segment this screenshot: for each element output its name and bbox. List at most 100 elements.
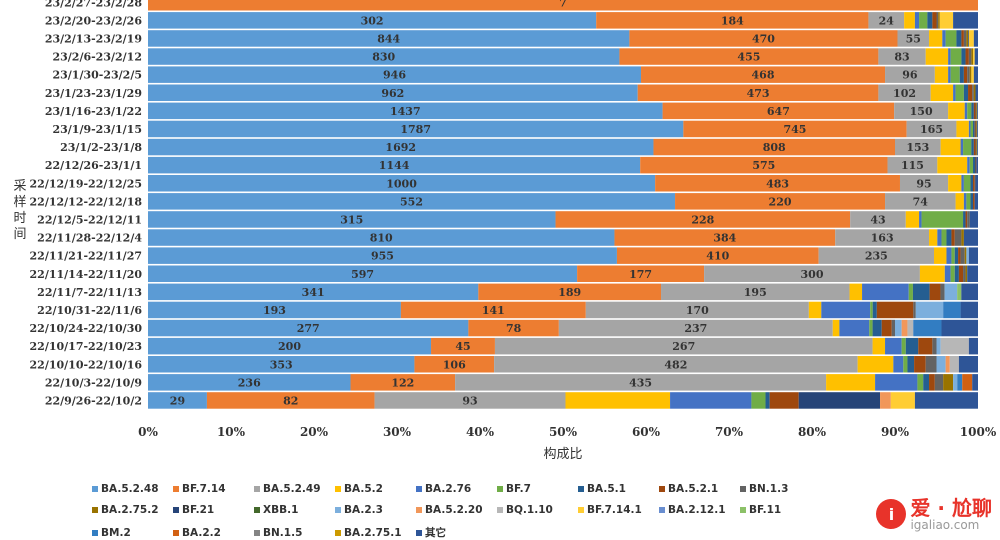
bar-segment: [769, 392, 799, 409]
bar-segment: [953, 374, 958, 391]
legend-label: XBB.1: [263, 504, 299, 516]
bar-segment: [148, 193, 676, 210]
bar-segment: [975, 120, 977, 138]
legend-label: BA.5.2.48: [101, 483, 159, 495]
bar-segment: [976, 138, 978, 156]
bar-segment: [974, 175, 976, 192]
bar-segment: [963, 138, 972, 156]
data-label: 237: [684, 322, 707, 335]
bar-segment: [932, 337, 937, 355]
data-label: 315: [340, 213, 363, 226]
bar-segment: [940, 283, 945, 301]
data-label: 82: [283, 394, 298, 407]
category-labels: 23/2/27-23/2/28 23/2/20-23/2/26 23/2/13-23…: [30, 0, 143, 407]
bar-segment: [943, 301, 961, 319]
bar-segment: [967, 211, 970, 228]
bar-segment: [963, 84, 969, 101]
bar-segment: [977, 138, 978, 156]
category-label: 23/1/30-23/2/5: [52, 69, 142, 82]
bar-segment: [614, 229, 836, 246]
bar-segment: [977, 102, 978, 120]
data-label: 597: [351, 268, 374, 281]
bar-segment: [970, 120, 974, 138]
x-tick-label: 70%: [715, 425, 744, 439]
bar-segment: [148, 265, 578, 282]
category-label: 23/1/9-23/1/15: [52, 123, 142, 136]
bar-segment: [960, 138, 964, 156]
legend-item: XBB.1: [254, 504, 335, 516]
data-label: 1144: [379, 159, 410, 172]
bar-segment: [414, 356, 495, 373]
bar-segment: [893, 356, 904, 373]
data-label: 163: [871, 232, 894, 245]
category-label: 22/10/3-22/10/9: [45, 376, 142, 389]
bar-segment: [903, 356, 908, 373]
data-label: 153: [906, 141, 929, 154]
bar-segment: [948, 48, 951, 65]
bar-segment: [971, 138, 974, 156]
bar-segment: [917, 374, 924, 391]
bar-segment: [967, 102, 972, 120]
bar-segment: [148, 66, 642, 83]
bar-segment: [956, 120, 969, 138]
bar-segment: [629, 30, 898, 47]
bar-segment: [919, 12, 928, 29]
bar-segment: [969, 156, 974, 174]
bar-segment: [555, 211, 851, 228]
bar-segment: [835, 229, 930, 246]
bar-segment: [961, 48, 966, 65]
bar-segment: [973, 120, 975, 138]
data-label: 808: [763, 141, 786, 154]
bar-segment: [953, 84, 956, 101]
legend-label: BA.2.2: [182, 526, 221, 539]
bar-segment: [962, 374, 973, 391]
legend-item: BN.1.3: [740, 483, 821, 495]
bar-segment: [821, 301, 871, 319]
bar-segment: [940, 337, 969, 355]
bar-segment: [944, 265, 951, 282]
bar-segment: [872, 337, 886, 355]
bar-segment: [206, 392, 375, 409]
category-label: 23/1/2-23/1/8: [60, 141, 142, 154]
bar-segment: [431, 337, 495, 355]
bar-segment: [897, 30, 930, 47]
bar-segment: [946, 229, 952, 246]
legend-item: BF.21: [173, 504, 254, 516]
legend-label: BF.7.14: [182, 483, 226, 495]
data-label: 220: [769, 195, 792, 208]
legend-swatch: [335, 529, 341, 536]
bar-segment: [930, 84, 954, 101]
legend-swatch: [254, 529, 260, 536]
x-tick-label: 20%: [300, 425, 329, 439]
data-label: 78: [506, 322, 522, 335]
legend-swatch: [740, 486, 746, 492]
bar-segment: [148, 102, 663, 120]
data-label: 7: [559, 0, 567, 9]
data-label: 150: [910, 105, 933, 118]
bar-segment: [971, 48, 974, 65]
bar-segment: [400, 301, 586, 319]
bar-segment: [953, 12, 978, 29]
bars-group: 7 302 184 24 844 470 55 830 455 83 946 468 96 962 473 1…: [148, 0, 978, 409]
legend-swatch: [254, 507, 260, 513]
bar-segment: [965, 265, 968, 282]
data-label: 455: [737, 51, 760, 64]
bar-segment: [670, 392, 752, 409]
bar-segment: [918, 337, 933, 355]
bar-segment: [975, 138, 977, 156]
bar-segment: [955, 84, 964, 101]
bar-segment: [967, 66, 970, 83]
bar-segment: [894, 102, 949, 120]
data-label: 115: [901, 159, 924, 172]
bar-segment: [876, 301, 914, 319]
legend-item: BA.2.2: [173, 525, 254, 540]
bar-segment: [887, 156, 938, 174]
bar-segment: [849, 283, 863, 301]
bar-segment: [148, 301, 401, 319]
bar-segment: [751, 392, 766, 409]
data-label: 410: [706, 250, 729, 263]
legend-item: BM.2: [92, 525, 173, 540]
bar-segment: [968, 247, 978, 264]
data-label: 96: [902, 69, 918, 82]
data-label: 482: [664, 358, 687, 371]
